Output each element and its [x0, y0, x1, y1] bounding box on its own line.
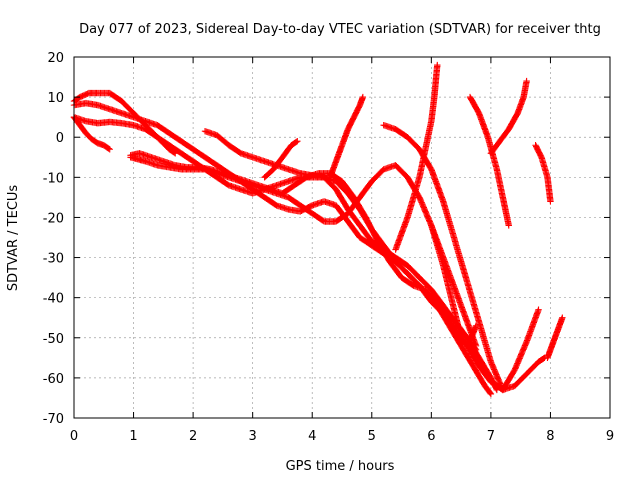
track-markers: [381, 122, 542, 392]
y-tick-label: 0: [56, 131, 64, 146]
x-tick-label: 2: [189, 429, 197, 444]
track-markers: [262, 138, 300, 180]
x-tick-label: 4: [308, 429, 316, 444]
track-markers: [467, 95, 512, 228]
series-track-13: [487, 77, 530, 157]
track-markers: [71, 115, 112, 152]
track-markers: [488, 79, 530, 156]
series-track-3: [70, 113, 113, 153]
series-track-10: [380, 121, 542, 394]
x-tick-label: 9: [606, 429, 614, 444]
y-tick-label: -70: [43, 412, 64, 427]
data-markers: [70, 61, 566, 398]
track-markers: [544, 315, 566, 360]
x-tick-label: 8: [546, 429, 554, 444]
track-markers: [128, 154, 479, 348]
series-track-6: [127, 154, 480, 349]
y-axis-label: SDTVAR / TECUs: [6, 185, 21, 292]
y-tick-label: -20: [43, 211, 64, 226]
plot-frame: [73, 56, 611, 419]
series-track-17: [463, 322, 480, 349]
series-track-8: [261, 138, 301, 181]
series-track-11: [392, 61, 441, 253]
series-track-15: [544, 314, 566, 362]
grid: [74, 57, 610, 418]
chart-title: Day 077 of 2023, Sidereal Day-to-day VTE…: [79, 22, 601, 37]
x-tick-label: 1: [129, 429, 137, 444]
axis-ticks: 0 1 2 3 4 5 6 7 8 9 -70 -60 -50 -40 -30 -20 -10 0 10 20: [43, 51, 614, 444]
track-markers: [533, 143, 554, 204]
y-tick-label: -30: [43, 252, 64, 267]
x-tick-label: 3: [249, 429, 257, 444]
y-tick-label: 10: [47, 91, 64, 106]
y-tick-label: 20: [47, 51, 64, 66]
track-markers: [428, 223, 464, 340]
y-tick-label: -50: [43, 332, 64, 347]
x-tick-label: 5: [368, 429, 376, 444]
series-track-12: [466, 93, 512, 229]
y-tick-label: -10: [43, 171, 64, 186]
x-axis-label: GPS time / hours: [286, 459, 395, 474]
series-track-9: [326, 93, 367, 181]
x-tick-label: 0: [70, 429, 78, 444]
y-tick-label: -60: [43, 372, 64, 387]
track-markers: [327, 95, 366, 180]
track-markers: [392, 63, 441, 252]
x-tick-label: 6: [427, 429, 435, 444]
series-track-7: [201, 128, 548, 394]
x-tick-label: 7: [487, 429, 495, 444]
track-markers: [464, 323, 479, 348]
series-track-14: [532, 142, 554, 205]
series-track-16: [428, 222, 465, 341]
y-tick-label: -40: [43, 292, 64, 307]
